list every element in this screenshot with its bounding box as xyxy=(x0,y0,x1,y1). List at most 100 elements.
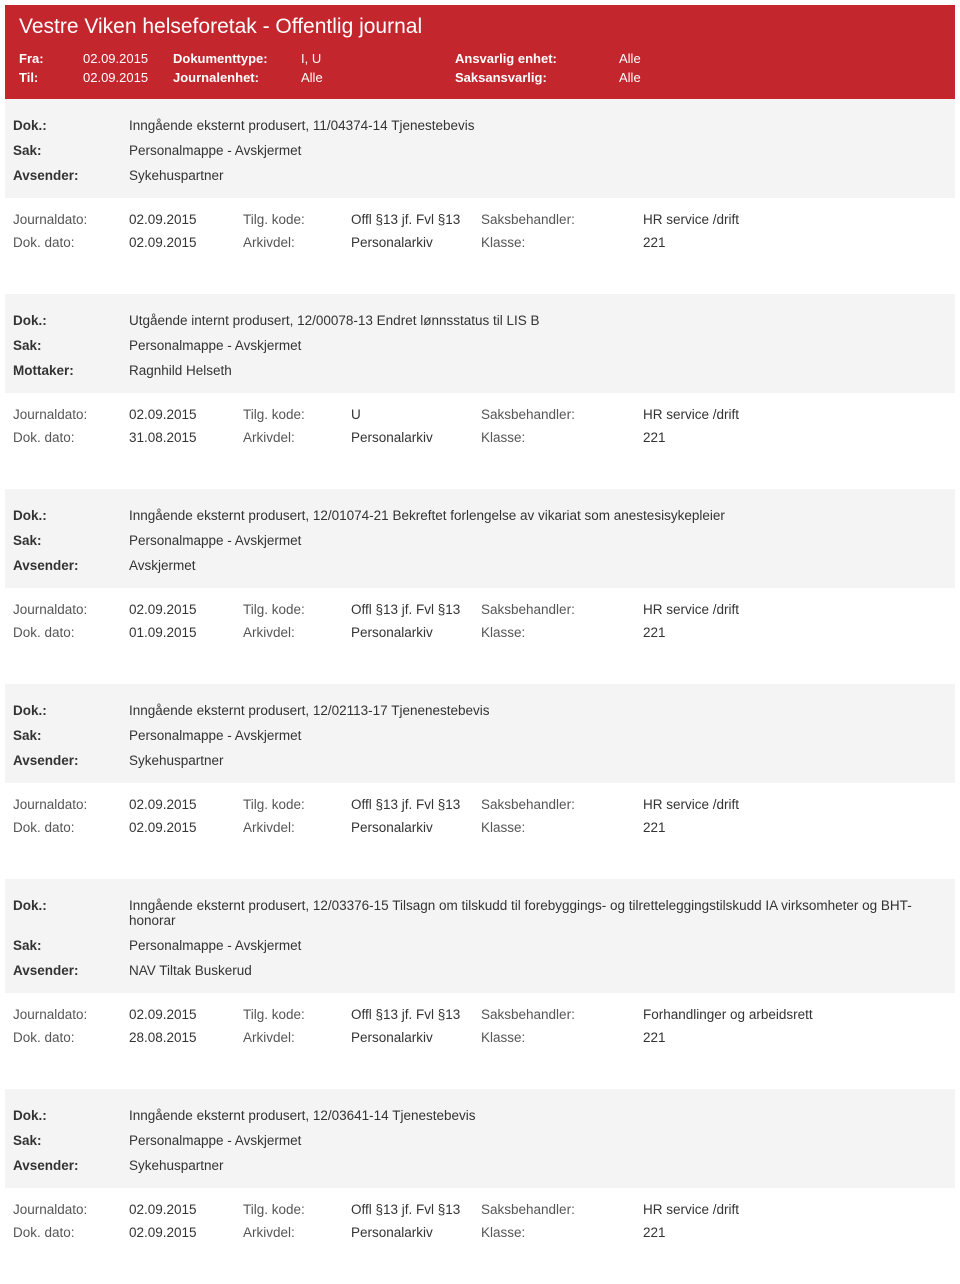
klasse-value: 221 xyxy=(643,1225,666,1240)
klasse-value: 221 xyxy=(643,235,666,250)
arkivdel-label: Arkivdel: xyxy=(243,625,351,640)
dokdato-value: 01.09.2015 xyxy=(129,625,243,640)
journal-entry: Dok.: Inngående eksternt produsert, 12/0… xyxy=(5,879,955,1089)
dokdato-label: Dok. dato: xyxy=(13,820,129,835)
tilgkode-value: Offl §13 jf. Fvl §13 xyxy=(351,212,481,227)
klasse-value: 221 xyxy=(643,820,666,835)
til-label: Til: xyxy=(19,70,83,85)
entry-meta: Journaldato: 02.09.2015 Tilg. kode: Offl… xyxy=(5,1188,955,1244)
journaldato-value: 02.09.2015 xyxy=(129,602,243,617)
party-value: Sykehuspartner xyxy=(129,1158,947,1173)
journaldato-value: 02.09.2015 xyxy=(129,1202,243,1217)
saksbehandler-label: Saksbehandler: xyxy=(481,407,643,422)
entry-meta: Journaldato: 02.09.2015 Tilg. kode: Offl… xyxy=(5,783,955,839)
sak-value: Personalmappe - Avskjermet xyxy=(129,728,947,743)
dokdato-label: Dok. dato: xyxy=(13,1030,129,1045)
tilgkode-value: Offl §13 jf. Fvl §13 xyxy=(351,1202,481,1217)
tilgkode-value: Offl §13 jf. Fvl §13 xyxy=(351,602,481,617)
saksbehandler-value: Forhandlinger og arbeidsrett xyxy=(643,1007,813,1022)
dok-value: Inngående eksternt produsert, 12/02113-1… xyxy=(129,703,947,718)
klasse-label: Klasse: xyxy=(481,1225,643,1240)
entry-summary: Dok.: Utgående internt produsert, 12/000… xyxy=(5,294,955,393)
arkivdel-label: Arkivdel: xyxy=(243,820,351,835)
entry-summary: Dok.: Inngående eksternt produsert, 12/0… xyxy=(5,879,955,993)
saksbehandler-value: HR service /drift xyxy=(643,797,739,812)
journaldato-label: Journaldato: xyxy=(13,407,129,422)
journaldato-label: Journaldato: xyxy=(13,797,129,812)
tilgkode-label: Tilg. kode: xyxy=(243,797,351,812)
arkivdel-label: Arkivdel: xyxy=(243,430,351,445)
dokdato-label: Dok. dato: xyxy=(13,430,129,445)
party-label: Avsender: xyxy=(13,168,129,183)
journaldato-value: 02.09.2015 xyxy=(129,797,243,812)
sak-value: Personalmappe - Avskjermet xyxy=(129,533,947,548)
dok-label: Dok.: xyxy=(13,313,129,328)
tilgkode-label: Tilg. kode: xyxy=(243,1202,351,1217)
header-row-1: Fra: 02.09.2015 Dokumenttype: I, U Ansva… xyxy=(19,49,941,68)
saksansvarlig-value: Alle xyxy=(619,70,641,85)
entry-meta: Journaldato: 02.09.2015 Tilg. kode: Offl… xyxy=(5,198,955,254)
journal-entry: Dok.: Inngående eksternt produsert, 12/0… xyxy=(5,489,955,684)
doktype-value: I, U xyxy=(301,51,455,66)
party-value: Avskjermet xyxy=(129,558,947,573)
dok-value: Inngående eksternt produsert, 12/03376-1… xyxy=(129,898,947,928)
klasse-label: Klasse: xyxy=(481,625,643,640)
sak-label: Sak: xyxy=(13,143,129,158)
til-value: 02.09.2015 xyxy=(83,70,173,85)
sak-value: Personalmappe - Avskjermet xyxy=(129,143,947,158)
journal-entry: Dok.: Utgående internt produsert, 12/000… xyxy=(5,294,955,489)
dok-value: Utgående internt produsert, 12/00078-13 … xyxy=(129,313,947,328)
arkivdel-label: Arkivdel: xyxy=(243,235,351,250)
page-header: Vestre Viken helseforetak - Offentlig jo… xyxy=(5,5,955,99)
arkivdel-value: Personalarkiv xyxy=(351,1030,481,1045)
tilgkode-label: Tilg. kode: xyxy=(243,407,351,422)
saksbehandler-value: HR service /drift xyxy=(643,212,739,227)
entry-summary: Dok.: Inngående eksternt produsert, 12/0… xyxy=(5,1089,955,1188)
dokdato-value: 02.09.2015 xyxy=(129,235,243,250)
arkivdel-label: Arkivdel: xyxy=(243,1225,351,1240)
party-label: Mottaker: xyxy=(13,363,129,378)
arkivdel-value: Personalarkiv xyxy=(351,625,481,640)
tilgkode-value: U xyxy=(351,407,481,422)
dok-label: Dok.: xyxy=(13,898,129,928)
entry-summary: Dok.: Inngående eksternt produsert, 12/0… xyxy=(5,684,955,783)
journalenhet-label: Journalenhet: xyxy=(173,70,301,85)
saksbehandler-label: Saksbehandler: xyxy=(481,1202,643,1217)
dok-label: Dok.: xyxy=(13,1108,129,1123)
dok-value: Inngående eksternt produsert, 12/01074-2… xyxy=(129,508,947,523)
dokdato-value: 31.08.2015 xyxy=(129,430,243,445)
ansvarlig-label: Ansvarlig enhet: xyxy=(455,51,619,66)
arkivdel-value: Personalarkiv xyxy=(351,1225,481,1240)
saksbehandler-label: Saksbehandler: xyxy=(481,797,643,812)
party-value: NAV Tiltak Buskerud xyxy=(129,963,947,978)
party-label: Avsender: xyxy=(13,753,129,768)
journal-entry: Dok.: Inngående eksternt produsert, 11/0… xyxy=(5,99,955,294)
journaldato-value: 02.09.2015 xyxy=(129,212,243,227)
party-value: Ragnhild Helseth xyxy=(129,363,947,378)
journaldato-value: 02.09.2015 xyxy=(129,1007,243,1022)
klasse-label: Klasse: xyxy=(481,430,643,445)
saksbehandler-label: Saksbehandler: xyxy=(481,212,643,227)
party-value: Sykehuspartner xyxy=(129,753,947,768)
klasse-value: 221 xyxy=(643,430,666,445)
klasse-label: Klasse: xyxy=(481,235,643,250)
dokdato-value: 02.09.2015 xyxy=(129,820,243,835)
journaldato-label: Journaldato: xyxy=(13,1202,129,1217)
dokdato-value: 28.08.2015 xyxy=(129,1030,243,1045)
fra-value: 02.09.2015 xyxy=(83,51,173,66)
party-label: Avsender: xyxy=(13,963,129,978)
journal-entry: Dok.: Inngående eksternt produsert, 12/0… xyxy=(5,684,955,879)
journaldato-label: Journaldato: xyxy=(13,1007,129,1022)
dok-label: Dok.: xyxy=(13,118,129,133)
saksbehandler-value: HR service /drift xyxy=(643,1202,739,1217)
journaldato-label: Journaldato: xyxy=(13,212,129,227)
klasse-label: Klasse: xyxy=(481,1030,643,1045)
entry-meta: Journaldato: 02.09.2015 Tilg. kode: U Sa… xyxy=(5,393,955,449)
saksbehandler-label: Saksbehandler: xyxy=(481,602,643,617)
header-row-2: Til: 02.09.2015 Journalenhet: Alle Saksa… xyxy=(19,68,941,87)
fra-label: Fra: xyxy=(19,51,83,66)
dokdato-value: 02.09.2015 xyxy=(129,1225,243,1240)
saksansvarlig-label: Saksansvarlig: xyxy=(455,70,619,85)
sak-value: Personalmappe - Avskjermet xyxy=(129,1133,947,1148)
arkivdel-value: Personalarkiv xyxy=(351,820,481,835)
